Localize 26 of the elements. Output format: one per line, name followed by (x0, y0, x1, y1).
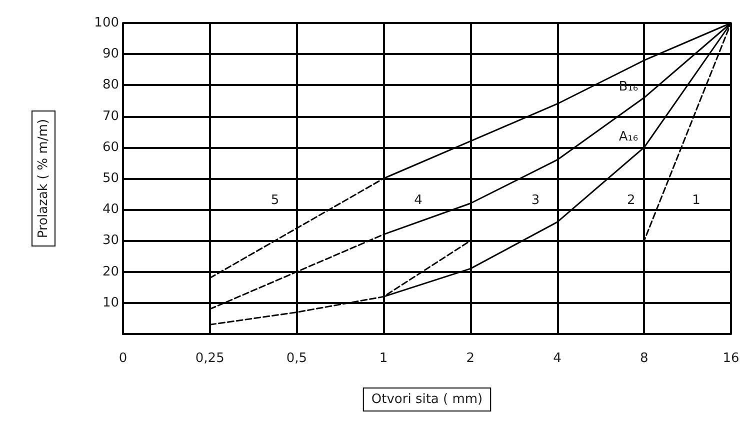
y-tick-label: 50 (102, 171, 119, 186)
annotation: A₁₆ (618, 129, 638, 144)
y-tick-label: 80 (102, 78, 119, 93)
y-tick-label: 60 (102, 140, 119, 155)
x-tick-label: 0 (118, 351, 128, 366)
x-axis-title: Otvori sita ( mm) (371, 392, 483, 407)
annotation: 1 (692, 192, 700, 208)
y-tick-label: 70 (102, 108, 119, 124)
y-tick-label: 100 (94, 16, 119, 30)
y-tick-label: 30 (102, 233, 119, 248)
annotation: 4 (414, 192, 422, 208)
annotation: 5 (270, 192, 280, 208)
annotation: 2 (626, 192, 636, 208)
x-tick-label: 16 (722, 351, 740, 366)
x-tick-label: 1 (379, 351, 388, 366)
y-tick-label: 20 (102, 264, 119, 280)
y-tick-label: 40 (102, 202, 119, 218)
x-tick-label: 0,5 (286, 351, 308, 366)
x-tick-label: 0,25 (195, 351, 224, 366)
y-tick-label: 90 (102, 46, 119, 62)
y-tick-label: 10 (102, 295, 119, 310)
y-axis-title: Prolazak ( % m/m) (36, 118, 51, 238)
x-tick-label: 4 (553, 351, 562, 366)
x-tick-label: 8 (640, 351, 648, 366)
annotation: 3 (531, 192, 540, 208)
x-tick-label: 2 (466, 351, 475, 366)
